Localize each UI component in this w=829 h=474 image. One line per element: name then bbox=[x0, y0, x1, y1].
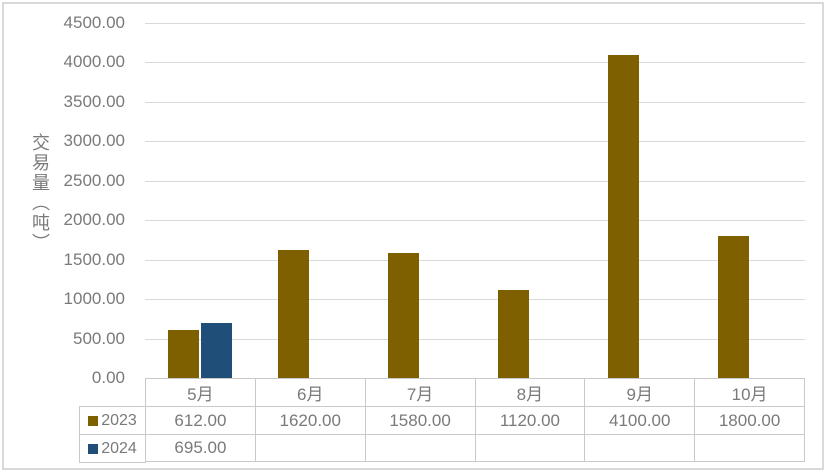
y-axis-tick-label: 2500.00 bbox=[63, 170, 125, 190]
table-header-cell: 9月 bbox=[585, 379, 696, 407]
gridline bbox=[145, 62, 805, 64]
bar-2024-5 bbox=[201, 323, 232, 378]
gridline bbox=[145, 299, 805, 301]
bar-2023-9 bbox=[608, 54, 639, 378]
table-value-cell: 1620.00 bbox=[255, 407, 366, 435]
y-axis-tick-label: 4000.00 bbox=[63, 52, 125, 72]
y-axis-tick-label: 4500.00 bbox=[63, 13, 125, 32]
gridline bbox=[145, 338, 805, 340]
legend-item-2023: 2023 bbox=[80, 407, 145, 435]
bar-2023-8 bbox=[498, 289, 529, 378]
y-axis-tick-label: 1000.00 bbox=[63, 289, 125, 309]
table-header-cell: 7月 bbox=[365, 379, 476, 407]
gridline bbox=[145, 23, 805, 24]
table-value-cell bbox=[695, 435, 805, 462]
gridline bbox=[145, 259, 805, 261]
table-value-cell: 1120.00 bbox=[475, 407, 586, 435]
table-header-cell: 10月 bbox=[695, 379, 805, 407]
legend-label: 2024 bbox=[101, 439, 137, 457]
data-table-legend: 2023 2024 bbox=[79, 406, 145, 463]
y-axis-title: 交易量（吨） bbox=[30, 133, 50, 253]
legend-swatch-2023 bbox=[88, 415, 99, 426]
table-value-cell bbox=[365, 435, 476, 462]
table-value-cell bbox=[585, 435, 696, 462]
table-value-cell bbox=[255, 435, 366, 462]
bar-2023-6 bbox=[278, 250, 309, 378]
table-value-cell: 1580.00 bbox=[365, 407, 476, 435]
table-header-cell: 5月 bbox=[146, 379, 256, 407]
bar-2023-5 bbox=[168, 329, 199, 378]
table-header-cell: 8月 bbox=[475, 379, 586, 407]
gridline bbox=[145, 180, 805, 182]
y-axis-tick-label: 1500.00 bbox=[63, 249, 125, 269]
legend-swatch-2024 bbox=[88, 443, 99, 454]
data-table: 5月 6月 7月 8月 9月 10月 612.00 1620.00 1580.00 1120.00… bbox=[145, 378, 805, 463]
table-value-cell: 1800.00 bbox=[695, 407, 805, 435]
y-axis-tick-label: 500.00 bbox=[73, 328, 125, 348]
gridline bbox=[145, 220, 805, 222]
gridline bbox=[145, 141, 805, 143]
table-value-cell: 4100.00 bbox=[585, 407, 696, 435]
table-value-cell bbox=[475, 435, 586, 462]
table-value-cell: 695.00 bbox=[146, 435, 256, 462]
y-axis-tick-label: 3000.00 bbox=[63, 131, 125, 151]
legend-item-2024: 2024 bbox=[80, 435, 145, 462]
gridline bbox=[145, 101, 805, 103]
y-axis-tick-label: 0.00 bbox=[91, 368, 125, 387]
bar-2023-10 bbox=[718, 236, 749, 378]
bar-2023-7 bbox=[388, 253, 419, 378]
table-value-cell: 612.00 bbox=[146, 407, 256, 435]
y-axis-tick-label: 2000.00 bbox=[63, 210, 125, 230]
legend-label: 2023 bbox=[101, 411, 137, 429]
table-header-cell: 6月 bbox=[255, 379, 366, 407]
y-axis-tick-label: 3500.00 bbox=[63, 91, 125, 111]
